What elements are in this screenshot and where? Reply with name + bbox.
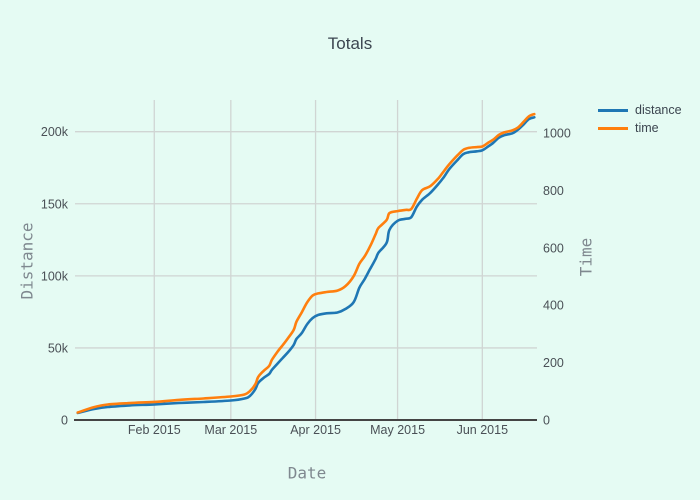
x-tick-label: May 2015 <box>370 423 425 437</box>
legend-label-time: time <box>635 121 659 135</box>
legend-item-distance[interactable]: distance <box>598 104 682 117</box>
y-axis-title-left: Distance <box>17 222 37 300</box>
y-tick-label-right: 200 <box>543 356 564 370</box>
y-tick-label-left: 200k <box>41 125 69 139</box>
x-tick-label: Apr 2015 <box>290 423 341 437</box>
chart-title: Totals <box>327 34 373 53</box>
legend-line-time-icon <box>598 127 628 130</box>
legend: distance time <box>598 104 682 135</box>
y-tick-label-right: 1000 <box>543 127 571 141</box>
y-tick-label-right: 600 <box>543 241 564 255</box>
x-axis-title: Date <box>287 463 327 483</box>
y-tick-label-left: 50k <box>48 341 69 355</box>
x-tick-label: Feb 2015 <box>128 423 181 437</box>
legend-label-distance: distance <box>635 103 682 117</box>
legend-line-distance-icon <box>598 109 628 112</box>
y-tick-label-right: 0 <box>543 414 550 428</box>
y-tick-label-right: 400 <box>543 299 564 313</box>
y-tick-label-right: 800 <box>543 184 564 198</box>
series-line-time[interactable] <box>76 112 536 414</box>
y-tick-label-left: 150k <box>41 197 69 211</box>
y-axis-title-right: Time <box>576 237 596 277</box>
x-tick-label: Mar 2015 <box>204 423 257 437</box>
series-line-distance[interactable] <box>76 116 536 415</box>
y-tick-label-left: 100k <box>41 269 69 283</box>
legend-item-time[interactable]: time <box>598 122 682 135</box>
x-tick-label: Jun 2015 <box>457 423 508 437</box>
y-tick-label-left: 0 <box>61 414 68 428</box>
